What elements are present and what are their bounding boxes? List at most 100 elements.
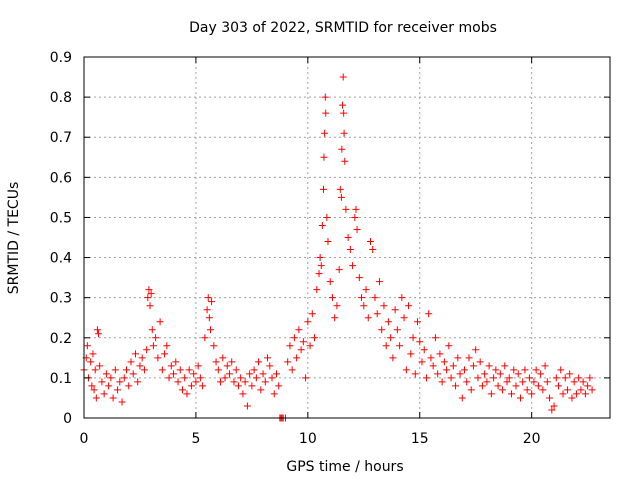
- data-point: [405, 302, 413, 310]
- data-point: [340, 109, 348, 117]
- data-point: [352, 205, 360, 213]
- data-point: [316, 254, 324, 262]
- data-point: [443, 366, 451, 374]
- data-point: [185, 366, 193, 374]
- data-point: [311, 334, 319, 342]
- data-point: [467, 386, 475, 394]
- data-points: [80, 73, 596, 422]
- data-point: [230, 378, 238, 386]
- data-point: [203, 306, 211, 314]
- data-point: [146, 302, 154, 310]
- data-point: [389, 354, 397, 362]
- x-tick-label: 20: [523, 431, 541, 447]
- data-point: [243, 402, 251, 410]
- data-point: [286, 342, 294, 350]
- y-tick-label: 0.8: [50, 90, 72, 106]
- y-axis-label: SRMTID / TECUs: [6, 182, 22, 295]
- data-point: [134, 378, 142, 386]
- data-point: [483, 378, 491, 386]
- data-point: [337, 193, 345, 201]
- data-point: [154, 354, 162, 362]
- data-point: [391, 306, 399, 314]
- data-point: [521, 366, 529, 374]
- data-point: [178, 386, 186, 394]
- data-point: [342, 205, 350, 213]
- y-tick-label: 0.5: [50, 210, 72, 226]
- data-point: [118, 398, 126, 406]
- data-point: [581, 390, 589, 398]
- data-point: [322, 109, 330, 117]
- data-point: [105, 382, 113, 390]
- data-point: [465, 354, 473, 362]
- data-point: [306, 342, 314, 350]
- x-axis-label: GPS time / hours: [286, 459, 403, 475]
- data-point: [98, 378, 106, 386]
- data-point: [400, 314, 408, 322]
- data-point: [152, 334, 160, 342]
- data-point: [320, 153, 328, 161]
- data-point: [290, 334, 298, 342]
- data-point: [414, 318, 422, 326]
- data-point: [284, 358, 292, 366]
- data-point: [219, 354, 227, 362]
- data-point: [304, 318, 312, 326]
- data-point: [234, 382, 242, 390]
- data-point: [505, 374, 513, 382]
- data-point: [339, 101, 347, 109]
- data-point: [239, 390, 247, 398]
- data-point: [317, 262, 325, 270]
- data-point: [302, 374, 310, 382]
- data-point: [516, 394, 524, 402]
- data-point: [288, 366, 296, 374]
- data-point: [272, 370, 280, 378]
- data-point: [528, 390, 536, 398]
- data-point: [210, 342, 218, 350]
- data-point: [232, 366, 240, 374]
- y-tick-label: 0: [63, 411, 72, 427]
- x-tick-label: 5: [191, 431, 200, 447]
- data-point: [514, 370, 522, 378]
- data-point: [456, 370, 464, 378]
- data-point: [214, 366, 222, 374]
- data-point: [481, 370, 489, 378]
- data-point: [127, 358, 135, 366]
- data-point: [575, 374, 583, 382]
- data-point: [537, 370, 545, 378]
- data-point: [187, 382, 195, 390]
- plot-frame: [83, 56, 611, 419]
- y-tick-label: 0.6: [50, 170, 72, 186]
- data-point: [563, 386, 571, 394]
- data-point: [548, 406, 556, 414]
- data-point: [259, 370, 267, 378]
- data-point: [566, 370, 574, 378]
- data-point: [237, 374, 245, 382]
- data-point: [331, 314, 339, 322]
- data-point: [422, 374, 430, 382]
- data-point: [568, 394, 576, 402]
- data-point: [136, 362, 144, 370]
- data-point: [431, 334, 439, 342]
- data-point: [333, 302, 341, 310]
- grid-lines: [84, 57, 610, 418]
- data-point: [264, 354, 272, 362]
- data-point: [114, 386, 122, 394]
- data-point: [418, 358, 426, 366]
- data-point: [349, 262, 357, 270]
- y-tick-label: 0.7: [50, 130, 72, 146]
- data-point: [541, 362, 549, 370]
- data-point: [149, 342, 157, 350]
- data-point: [93, 326, 101, 334]
- data-point: [96, 362, 104, 370]
- axis-ticks: 0 5 10 15 20 0 0.1 0.2 0.3 0.4 0.5 0.6 0.7 0.8 0.9: [50, 50, 610, 447]
- data-point: [579, 378, 587, 386]
- y-tick-label: 0.1: [50, 371, 72, 387]
- data-point: [525, 374, 533, 382]
- data-point: [380, 302, 388, 310]
- data-point: [543, 378, 551, 386]
- data-point: [321, 129, 329, 137]
- data-point: [176, 366, 184, 374]
- data-point: [255, 358, 263, 366]
- data-point: [436, 350, 444, 358]
- data-point: [452, 382, 460, 390]
- data-point: [393, 326, 401, 334]
